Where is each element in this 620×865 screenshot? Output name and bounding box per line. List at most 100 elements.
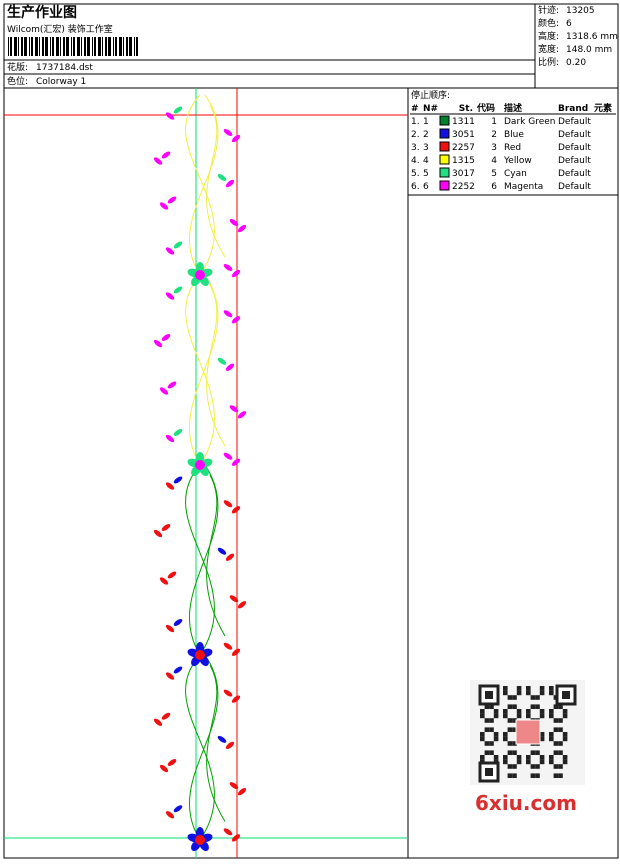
- info-label: 高度:: [538, 30, 559, 42]
- info-label: 颜色:: [538, 17, 559, 29]
- leaf: [173, 106, 183, 114]
- row-n: 5: [423, 169, 429, 179]
- qr-dot: [516, 690, 522, 696]
- leaf: [167, 759, 177, 766]
- row-index: 1.: [411, 117, 420, 127]
- info-value: 148.0 mm: [566, 45, 612, 55]
- qr-dot: [484, 704, 490, 709]
- row-stitches: 2252: [452, 182, 475, 192]
- leaf: [167, 196, 177, 204]
- leaf: [161, 712, 171, 720]
- qr-dot: [493, 732, 499, 737]
- vine: [206, 664, 226, 822]
- qr-dot: [539, 736, 545, 742]
- row-code: 1: [491, 117, 497, 127]
- row-desc: Yellow: [503, 156, 532, 166]
- leaf: [165, 482, 175, 490]
- qr-dot: [480, 736, 485, 742]
- qr-dot: [549, 686, 554, 691]
- qr-dot: [512, 773, 517, 778]
- qr-dot: [526, 709, 531, 714]
- row-n: 1: [423, 117, 429, 127]
- qr-dot: [507, 764, 513, 769]
- leaf: [237, 787, 247, 796]
- vine: [185, 94, 215, 276]
- leaf: [223, 452, 233, 460]
- watermark: 6xiu.com: [475, 791, 577, 815]
- qr-dot: [503, 732, 508, 737]
- info-label: 比例:: [538, 56, 559, 68]
- leaf: [165, 624, 175, 633]
- row-code: 6: [491, 182, 497, 192]
- qr-dot: [493, 713, 499, 719]
- qr-dot: [512, 695, 517, 700]
- bar: [42, 37, 44, 56]
- leaf: [229, 219, 239, 226]
- bar: [119, 37, 122, 56]
- leaf: [225, 553, 235, 561]
- leaf: [223, 129, 233, 136]
- bar: [21, 37, 23, 56]
- bar: [126, 37, 128, 56]
- qr-dot: [489, 727, 494, 732]
- qr-dot: [530, 773, 536, 778]
- leaf: [165, 672, 175, 680]
- qr-dot: [530, 695, 536, 700]
- qr-dot: [480, 732, 485, 737]
- row-stitches: 1315: [452, 156, 475, 166]
- swatch: [439, 154, 450, 165]
- qr-dot: [516, 686, 522, 691]
- qr-dot: [558, 741, 563, 746]
- qr-dot: [530, 704, 536, 709]
- vine: [185, 654, 215, 841]
- bar: [115, 37, 117, 56]
- row-stitches: 1311: [452, 117, 475, 127]
- bar: [52, 37, 54, 56]
- leaf: [229, 782, 239, 790]
- row-code: 5: [491, 169, 497, 179]
- bar: [18, 37, 19, 56]
- leaf: [173, 241, 183, 249]
- flower-center: [195, 835, 205, 845]
- row-n: 3: [423, 143, 429, 153]
- qr-logo: [515, 719, 541, 745]
- swatch: [439, 180, 450, 191]
- leaf: [173, 476, 183, 484]
- column-header: N#: [423, 104, 438, 114]
- row-brand: Default: [558, 143, 591, 153]
- bar: [136, 37, 138, 56]
- bar: [8, 37, 9, 56]
- qr-dot: [539, 755, 545, 760]
- bar: [92, 37, 93, 56]
- qr-dot: [507, 727, 513, 732]
- row-code: 3: [491, 143, 497, 153]
- qr-dot: [516, 755, 522, 760]
- design-preview: [4, 88, 408, 858]
- bar: [84, 37, 86, 56]
- qr-dot: [553, 727, 559, 732]
- qr-dot: [484, 750, 490, 755]
- info-value: 6: [566, 19, 572, 29]
- qr-dot: [503, 686, 508, 691]
- swatch: [439, 128, 450, 139]
- vine: [185, 274, 215, 466]
- row-n: 4: [423, 156, 429, 166]
- bar: [108, 37, 111, 56]
- leaf: [217, 547, 227, 555]
- qr-dot: [503, 690, 508, 696]
- qr-eye: [562, 691, 570, 699]
- qr-dot: [507, 695, 513, 700]
- flower-center: [195, 650, 205, 660]
- row-code: 4: [491, 156, 497, 166]
- bar: [123, 37, 124, 56]
- row-brand: Default: [558, 156, 591, 166]
- leaf: [165, 434, 175, 443]
- qr-dot: [562, 732, 568, 737]
- qr-dot: [507, 718, 513, 723]
- bar: [31, 37, 33, 56]
- leaf: [231, 695, 241, 703]
- leaf: [223, 264, 233, 271]
- column-header: #: [411, 104, 419, 114]
- qr-eye: [485, 768, 493, 776]
